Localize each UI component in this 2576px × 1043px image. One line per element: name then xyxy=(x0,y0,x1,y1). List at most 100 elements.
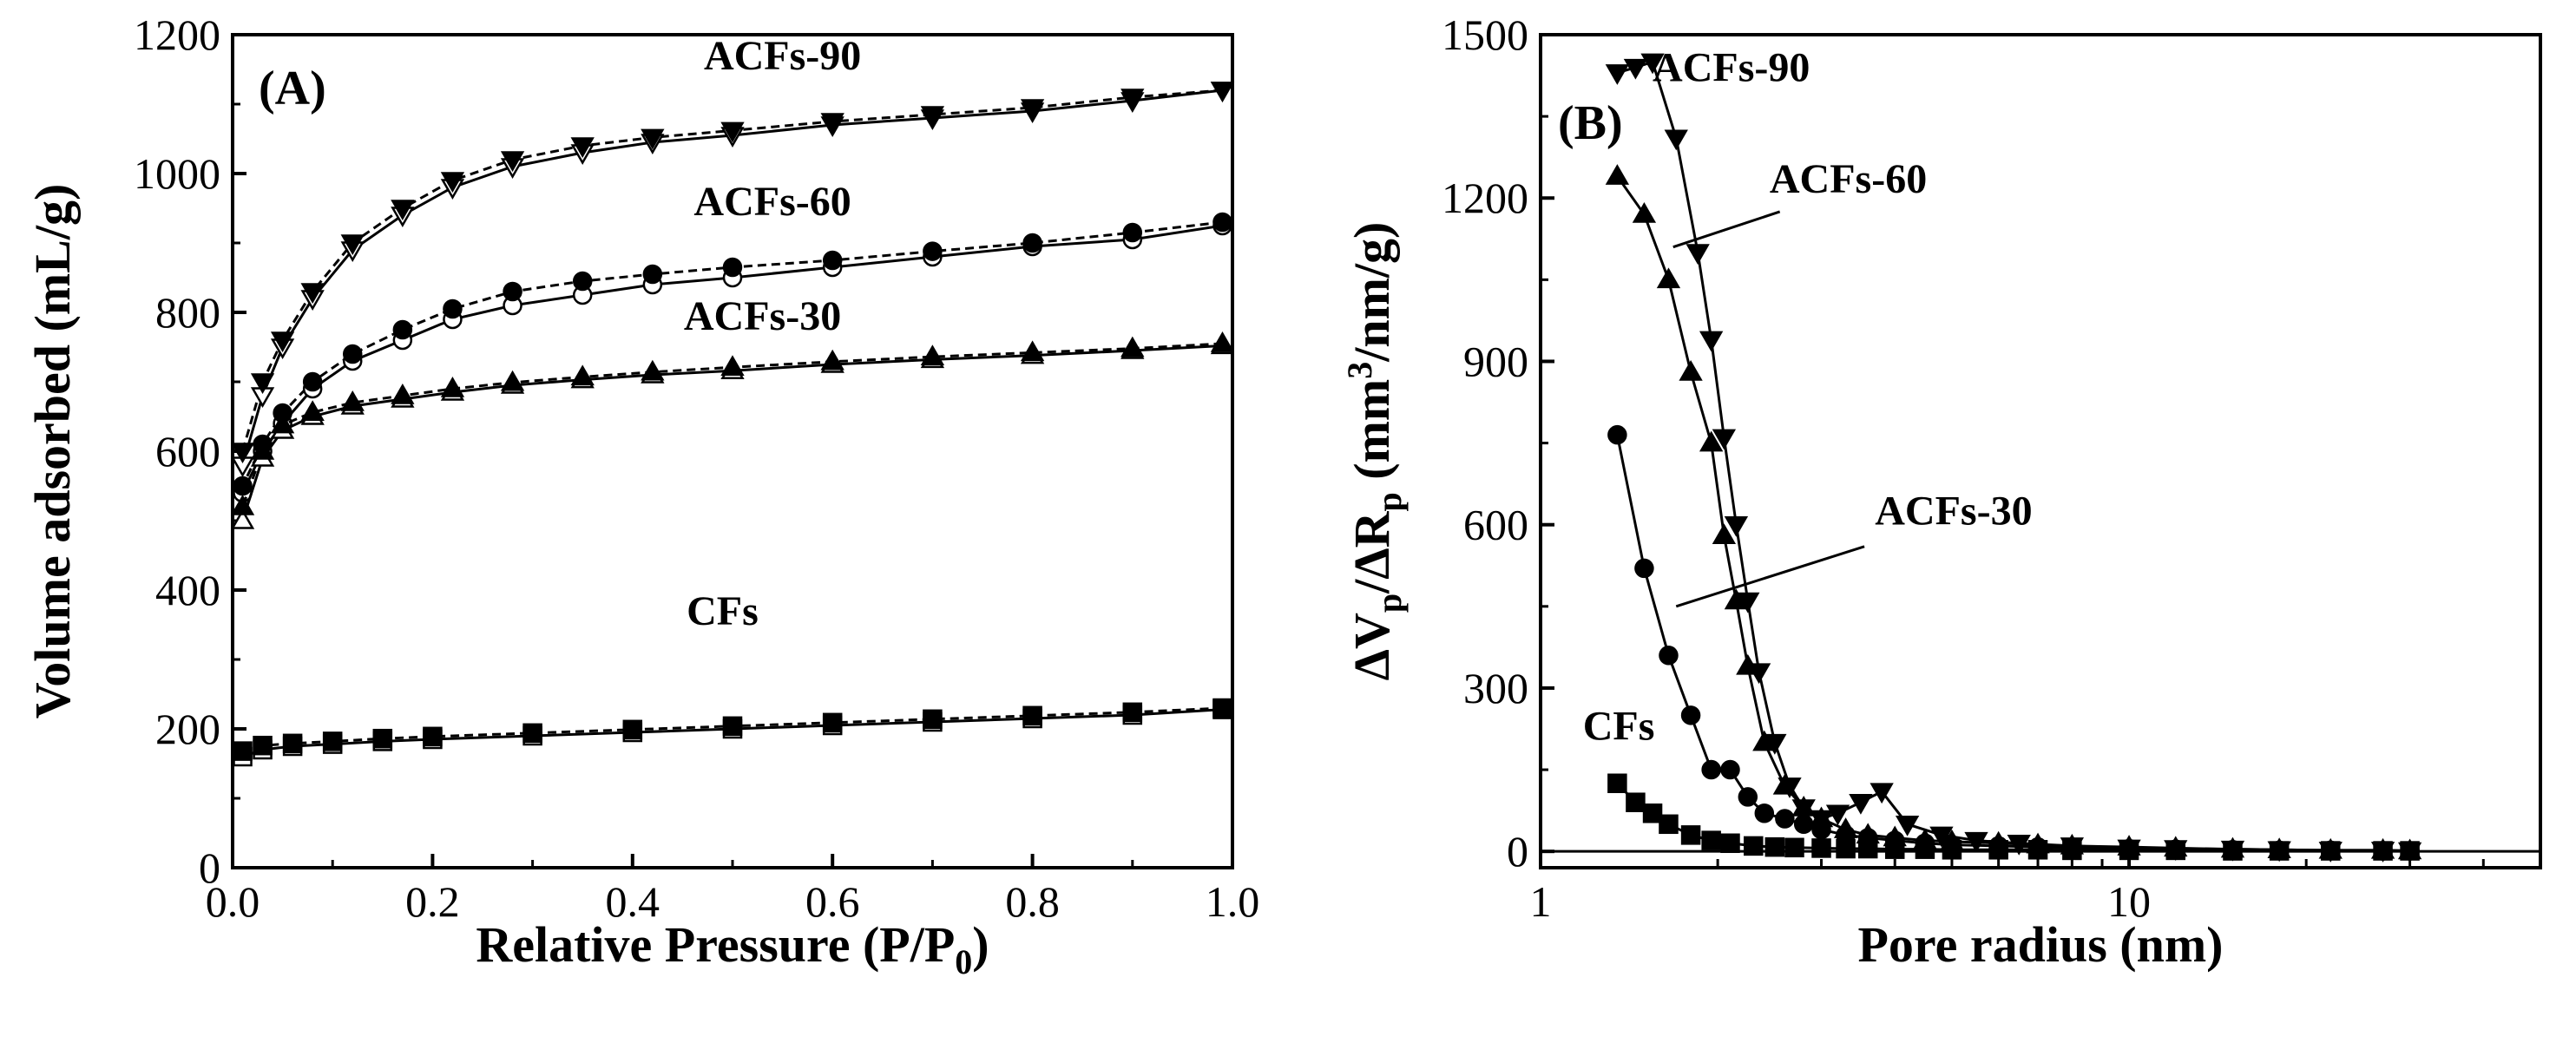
desorption-marker xyxy=(1212,698,1232,718)
data-point xyxy=(1664,129,1688,151)
panel-b-label: (B) xyxy=(1558,96,1623,150)
data-point xyxy=(1634,558,1654,579)
panel-a-ticks: 0.0 0.2 0.4 0.6 0.8 1.0 0 200 400 600 800 1000 1200 xyxy=(134,10,1259,926)
desorption-marker xyxy=(300,400,325,421)
series-label: CFs xyxy=(687,588,759,634)
desorption-line xyxy=(241,220,1223,487)
data-point xyxy=(2223,841,2243,861)
desorption-marker xyxy=(641,359,665,381)
x-tick-label: 0.4 xyxy=(606,877,660,926)
desorption-marker xyxy=(270,331,295,353)
data-point xyxy=(1607,424,1627,445)
y-tick-label: 1000 xyxy=(134,149,220,198)
series-label: ACFs-90 xyxy=(1653,44,1810,90)
data-point xyxy=(1754,804,1775,823)
label-leader-line xyxy=(1672,210,1781,249)
desorption-marker xyxy=(1020,340,1045,362)
data-point xyxy=(2119,840,2139,861)
panel-a-label: (A) xyxy=(259,62,326,115)
desorption-marker xyxy=(923,241,943,261)
series-line xyxy=(1616,60,2410,853)
label-leader-line xyxy=(1675,545,1865,608)
x-tick-label: 0.2 xyxy=(405,877,460,926)
desorption-marker xyxy=(1212,212,1232,233)
desorption-marker xyxy=(570,137,595,159)
desorption-marker xyxy=(270,412,295,434)
data-point xyxy=(1849,793,1873,815)
x-tick-label: 0.6 xyxy=(805,877,860,926)
data-point xyxy=(1712,523,1737,545)
desorption-marker xyxy=(230,494,255,515)
data-point xyxy=(1744,836,1764,856)
panel-a-ylabel: Volume adsorbed (mL/g) xyxy=(24,184,81,719)
panel-b-ticks: 1 10 0 300 600 900 1200 1500 xyxy=(1442,10,2485,926)
adsorption-marker xyxy=(230,508,255,529)
data-point xyxy=(1884,839,1905,859)
y-tick-label: 300 xyxy=(1463,664,1528,712)
desorption-marker xyxy=(1022,705,1042,726)
data-point xyxy=(1836,838,1856,859)
y-tick-label: 200 xyxy=(155,705,220,753)
data-point xyxy=(1680,705,1701,725)
data-point xyxy=(2062,840,2082,861)
desorption-marker xyxy=(440,376,465,397)
y-tick-label: 600 xyxy=(155,427,220,476)
desorption-marker xyxy=(340,234,365,256)
adsorption-line xyxy=(241,89,1223,466)
adsorption-line xyxy=(241,344,1223,522)
data-point xyxy=(1988,840,2008,860)
data-point xyxy=(1640,53,1665,75)
data-point xyxy=(1857,838,1878,859)
data-point xyxy=(1632,202,1657,223)
data-point xyxy=(1607,773,1627,793)
data-point xyxy=(1626,792,1646,812)
data-point xyxy=(1679,360,1703,381)
data-point xyxy=(2027,840,2048,860)
desorption-marker xyxy=(253,735,273,756)
data-point xyxy=(1772,773,1797,795)
series-label: CFs xyxy=(1583,704,1655,750)
desorption-marker xyxy=(822,712,843,733)
desorption-marker xyxy=(920,106,945,128)
desorption-marker xyxy=(720,121,745,143)
data-point xyxy=(1720,759,1740,780)
desorption-line xyxy=(241,89,1223,452)
x-tick-label: 0.0 xyxy=(206,877,260,926)
desorption-marker xyxy=(722,257,743,278)
data-point xyxy=(2320,841,2341,861)
x-tick-label: 1 xyxy=(1530,877,1552,926)
desorption-marker xyxy=(300,283,325,305)
data-point xyxy=(2373,841,2393,861)
desorption-marker xyxy=(423,726,443,747)
desorption-marker xyxy=(250,373,275,395)
series-acfs-90: ACFs-90 xyxy=(230,33,1235,478)
data-point xyxy=(1793,814,1814,835)
desorption-marker xyxy=(822,250,843,271)
desorption-marker xyxy=(641,128,665,150)
series-cfs: CFs xyxy=(1583,704,2420,861)
data-point xyxy=(1811,838,1831,858)
desorption-marker xyxy=(920,344,945,365)
y-tick-label: 400 xyxy=(155,566,220,614)
desorption-marker xyxy=(302,371,323,392)
x-tick-label: 0.8 xyxy=(1005,877,1060,926)
desorption-marker xyxy=(1122,222,1143,243)
series-label: ACFs-60 xyxy=(1770,156,1927,202)
desorption-marker xyxy=(503,281,522,302)
series-label: ACFs-30 xyxy=(684,293,841,339)
data-point xyxy=(1775,809,1795,829)
desorption-marker xyxy=(1020,99,1045,121)
desorption-marker xyxy=(500,370,525,391)
series-acfs-90: ACFs-90 xyxy=(1605,44,2422,863)
desorption-marker xyxy=(642,264,663,285)
desorption-marker xyxy=(440,172,465,194)
data-point xyxy=(1659,646,1679,666)
x-tick-label: 1.0 xyxy=(1206,877,1260,926)
data-point xyxy=(1680,825,1701,845)
series-acfs-60: ACFs-60 xyxy=(233,179,1232,503)
data-point xyxy=(1738,787,1758,807)
data-point xyxy=(1605,164,1630,185)
data-point xyxy=(1642,804,1663,823)
data-point xyxy=(1764,836,1785,857)
data-point xyxy=(1699,430,1724,452)
